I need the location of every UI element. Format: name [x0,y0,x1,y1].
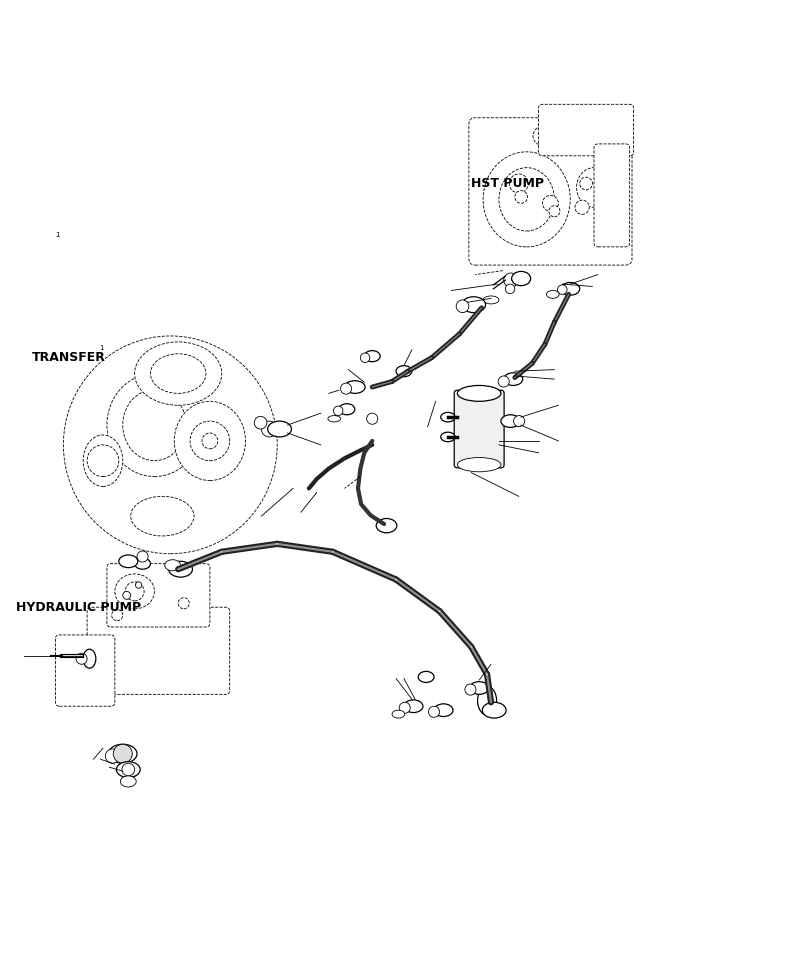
Ellipse shape [478,686,497,715]
Circle shape [113,744,132,763]
Circle shape [428,706,440,717]
Ellipse shape [504,373,523,385]
Circle shape [551,135,565,149]
Circle shape [333,407,343,415]
Circle shape [254,416,267,429]
Text: HYDRAULIC PUMP: HYDRAULIC PUMP [16,601,141,614]
Circle shape [105,749,120,763]
Ellipse shape [135,558,150,569]
Ellipse shape [392,710,405,718]
Text: HST PUMP: HST PUMP [471,177,544,190]
Circle shape [564,122,577,135]
FancyBboxPatch shape [55,635,115,706]
Circle shape [135,581,142,588]
Circle shape [505,284,515,294]
Circle shape [498,376,509,387]
Circle shape [137,551,148,562]
Circle shape [609,177,623,190]
Circle shape [580,177,592,190]
Text: TRANSFER: TRANSFER [32,351,105,364]
Ellipse shape [546,290,559,298]
Ellipse shape [404,700,423,712]
Ellipse shape [577,167,611,208]
Circle shape [190,421,230,460]
Ellipse shape [63,336,277,554]
Ellipse shape [418,672,434,682]
Circle shape [595,209,606,221]
FancyBboxPatch shape [455,390,505,468]
Circle shape [515,190,527,204]
FancyBboxPatch shape [539,105,634,156]
Ellipse shape [123,389,186,460]
Circle shape [178,598,189,609]
Circle shape [341,383,352,394]
Ellipse shape [83,650,96,668]
FancyBboxPatch shape [594,144,630,247]
Circle shape [112,609,123,621]
Ellipse shape [499,167,554,231]
Circle shape [597,189,607,199]
Ellipse shape [345,381,365,393]
Circle shape [76,653,87,664]
Circle shape [533,127,552,145]
Ellipse shape [119,554,138,568]
Circle shape [603,192,617,207]
Ellipse shape [458,385,501,402]
Ellipse shape [396,365,412,377]
Ellipse shape [109,744,137,763]
Ellipse shape [470,681,489,695]
Circle shape [399,702,410,713]
Circle shape [549,206,560,217]
Ellipse shape [116,762,140,777]
Ellipse shape [483,152,570,247]
FancyBboxPatch shape [469,118,632,265]
Ellipse shape [174,402,246,480]
Ellipse shape [440,412,455,422]
Circle shape [543,195,558,211]
Ellipse shape [328,415,341,422]
Circle shape [202,433,218,449]
Ellipse shape [501,415,520,428]
Text: 1: 1 [99,345,104,351]
Ellipse shape [376,519,397,532]
Ellipse shape [458,457,501,472]
Circle shape [123,591,131,600]
Ellipse shape [169,561,192,578]
Circle shape [509,174,528,193]
Ellipse shape [120,776,136,787]
Text: 1: 1 [55,232,60,237]
Ellipse shape [462,297,485,312]
Ellipse shape [434,703,453,717]
Circle shape [367,413,378,424]
Ellipse shape [268,421,291,437]
Circle shape [122,763,135,776]
Ellipse shape [440,432,455,442]
Circle shape [125,581,144,601]
Ellipse shape [135,342,222,406]
Ellipse shape [339,404,355,415]
Ellipse shape [364,351,380,361]
FancyBboxPatch shape [107,564,210,627]
Ellipse shape [482,702,506,718]
Circle shape [456,300,469,312]
Circle shape [87,445,119,477]
Ellipse shape [483,296,499,304]
Ellipse shape [165,559,181,571]
Circle shape [504,273,518,287]
Circle shape [575,200,589,214]
Ellipse shape [83,435,123,486]
Circle shape [513,415,524,427]
Circle shape [261,421,277,437]
FancyBboxPatch shape [87,607,230,695]
Ellipse shape [561,283,580,295]
Ellipse shape [150,354,206,393]
Ellipse shape [512,271,531,285]
Circle shape [574,126,590,141]
Circle shape [465,684,476,695]
Circle shape [360,353,370,362]
Ellipse shape [115,574,154,609]
Ellipse shape [107,374,202,477]
Circle shape [558,284,567,294]
Ellipse shape [131,496,194,536]
